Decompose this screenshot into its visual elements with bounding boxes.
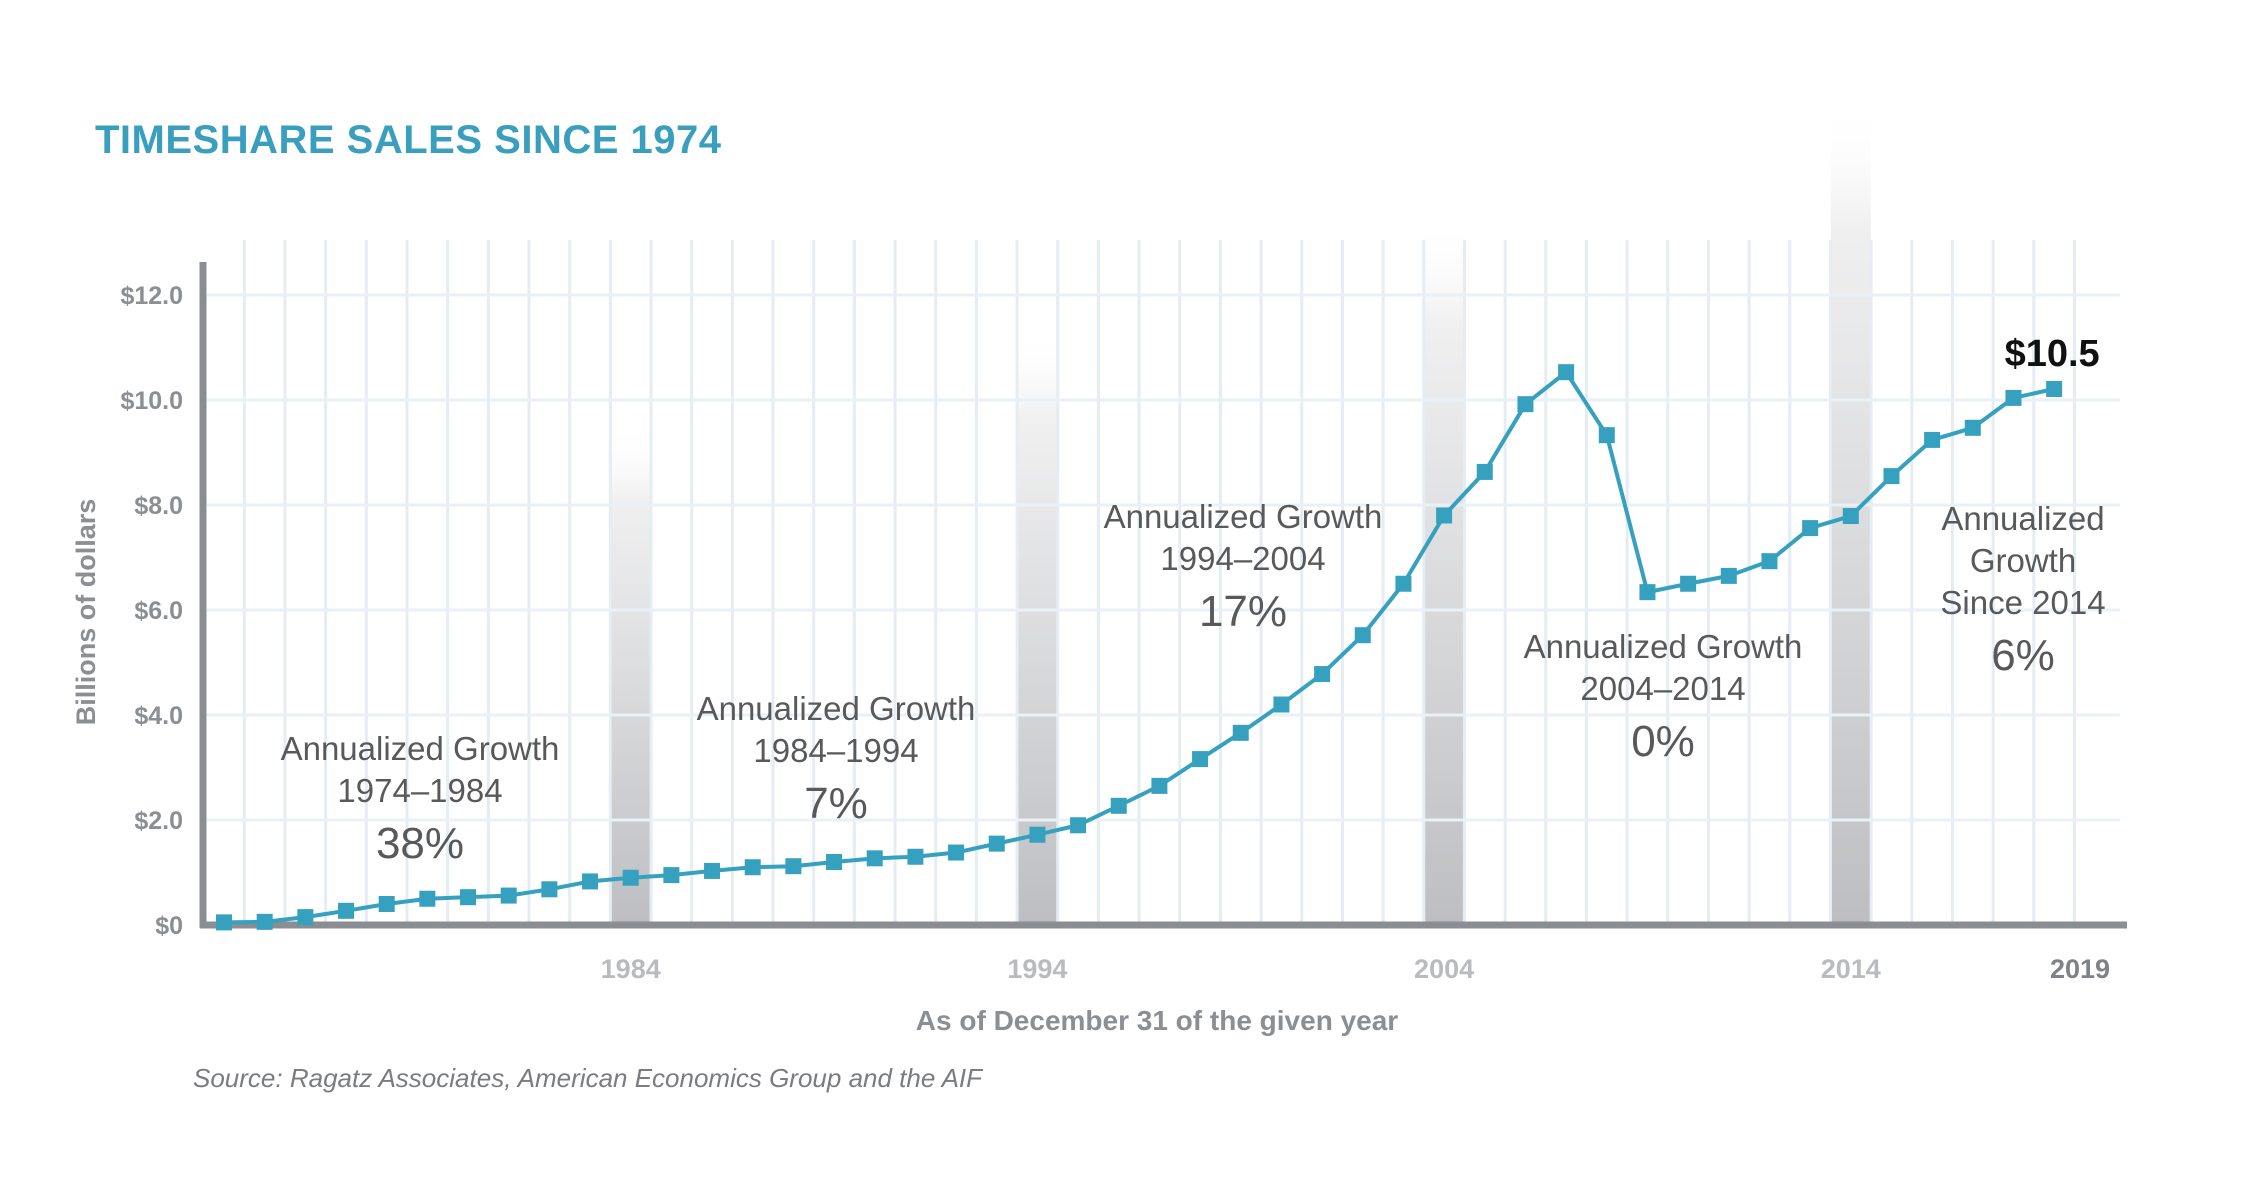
growth-annotation: Annualized Growth 1974–1984 38%: [281, 730, 560, 868]
x-tick-label: 2004: [1414, 954, 1474, 984]
x-tick-label: 1994: [1007, 954, 1067, 984]
annotation-value: 38%: [376, 819, 464, 868]
x-axis-ticks: 1984 1994 2004 2014 2019: [601, 954, 2110, 984]
data-point-1991: [907, 848, 924, 865]
data-point-1976: [297, 909, 314, 926]
data-point-1996: [1110, 797, 1127, 814]
data-point-2013: [1802, 520, 1819, 537]
annotation-label: Growth: [1970, 542, 2076, 579]
x-tick-label: 2014: [1821, 954, 1881, 984]
data-point-1983: [582, 873, 599, 890]
y-axis-ticks: $0 $2.0 $4.0 $6.0 $8.0 $10.0 $12.0: [120, 282, 183, 940]
grid-lines: [207, 240, 2120, 925]
annotation-label: Annualized Growth: [1524, 628, 1803, 665]
series-line-path: [223, 370, 2055, 925]
end-value-label: $10.5: [2005, 333, 2100, 375]
data-point-1974: [216, 914, 232, 931]
annotation-label: Annualized Growth: [281, 730, 560, 767]
y-tick-label: $0: [155, 912, 183, 940]
y-tick-label: $2.0: [134, 807, 183, 835]
chart-title: TIMESHARE SALES SINCE 1974: [95, 118, 722, 162]
data-point-2017: [1964, 419, 1981, 436]
data-point-1987: [744, 859, 761, 876]
data-point-2006: [1517, 396, 1534, 413]
annotation-value: 17%: [1199, 587, 1287, 636]
highlight-band-1994: [1017, 330, 1058, 925]
growth-annotation: Annualized Growth 1994–2004 17%: [1104, 498, 1383, 636]
data-point-1993: [988, 835, 1005, 852]
source-note: Source: Ragatz Associates, American Econ…: [193, 1063, 983, 1093]
annotation-value: 0%: [1631, 717, 1695, 766]
data-point-1978: [378, 896, 395, 912]
data-point-2010: [1680, 575, 1697, 592]
data-point-2015: [1883, 468, 1900, 485]
data-point-2007: [1558, 364, 1575, 381]
annotation-label: Since 2014: [1940, 584, 2105, 621]
data-point-1985: [663, 867, 680, 884]
data-point-1990: [866, 850, 883, 867]
highlight-band-2004: [1424, 218, 1465, 925]
data-point-1989: [826, 854, 843, 870]
y-tick-label: $12.0: [120, 282, 183, 310]
data-point-1984: [622, 869, 639, 886]
data-point-1980: [460, 889, 477, 906]
data-point-1986: [704, 862, 721, 879]
data-point-1981: [500, 887, 517, 904]
series-line: [223, 370, 2055, 925]
data-point-1977: [338, 902, 355, 919]
data-point-1982: [541, 881, 558, 898]
data-point-1975: [256, 913, 273, 930]
x-tick-label: 2019: [2050, 954, 2110, 984]
data-point-2011: [1720, 567, 1737, 584]
data-point-2004: [1436, 507, 1453, 524]
data-point-2019: [2046, 380, 2063, 397]
data-point-1999: [1232, 724, 1249, 741]
data-point-1997: [1151, 777, 1168, 794]
growth-annotation: Annualized Growth 1984–1994 7%: [697, 690, 976, 828]
annotation-label: 2004–2014: [1580, 670, 1745, 707]
data-point-2016: [1924, 431, 1941, 448]
annotation-label: Annualized Growth: [697, 690, 976, 727]
data-point-2003: [1395, 575, 1412, 592]
data-point-1994: [1029, 826, 1046, 843]
annotation-label: 1974–1984: [337, 772, 502, 809]
y-tick-label: $6.0: [134, 597, 183, 625]
x-tick-label: 1984: [601, 954, 661, 984]
annotation-value: 6%: [1991, 631, 2055, 680]
data-point-2008: [1598, 427, 1615, 444]
growth-annotation: Annualized Growth 2004–2014 0%: [1524, 628, 1803, 766]
annotation-value: 7%: [804, 779, 868, 828]
data-point-2001: [1314, 666, 1331, 683]
data-point-1998: [1192, 751, 1209, 768]
growth-annotations: Annualized Growth1974–198438%Annualized …: [281, 498, 2106, 868]
y-tick-label: $10.0: [120, 387, 183, 415]
data-point-2018: [2005, 389, 2022, 406]
data-point-2005: [1476, 463, 1493, 480]
growth-annotation: Annualized Growth Since 2014 6%: [1940, 500, 2105, 680]
data-point-1995: [1070, 817, 1087, 834]
data-point-2012: [1761, 553, 1778, 570]
annotation-label: Annualized: [1941, 500, 2104, 537]
data-point-2009: [1639, 584, 1656, 601]
data-point-1988: [785, 858, 802, 875]
y-tick-label: $8.0: [134, 492, 183, 520]
series-markers: [216, 364, 2063, 931]
data-point-2002: [1354, 627, 1371, 644]
y-axis-label: Billions of dollars: [71, 499, 101, 726]
data-point-2000: [1273, 696, 1290, 713]
axes: [199, 262, 2127, 929]
annotation-label: Annualized Growth: [1104, 498, 1383, 535]
annotation-label: 1994–2004: [1160, 540, 1325, 577]
y-tick-label: $4.0: [134, 702, 183, 730]
x-axis-label: As of December 31 of the given year: [916, 1005, 1399, 1036]
data-point-1992: [948, 844, 965, 861]
data-point-1979: [419, 890, 436, 907]
highlight-band-1984: [610, 425, 651, 925]
data-point-2014: [1842, 508, 1859, 525]
annotation-label: 1984–1994: [753, 732, 918, 769]
